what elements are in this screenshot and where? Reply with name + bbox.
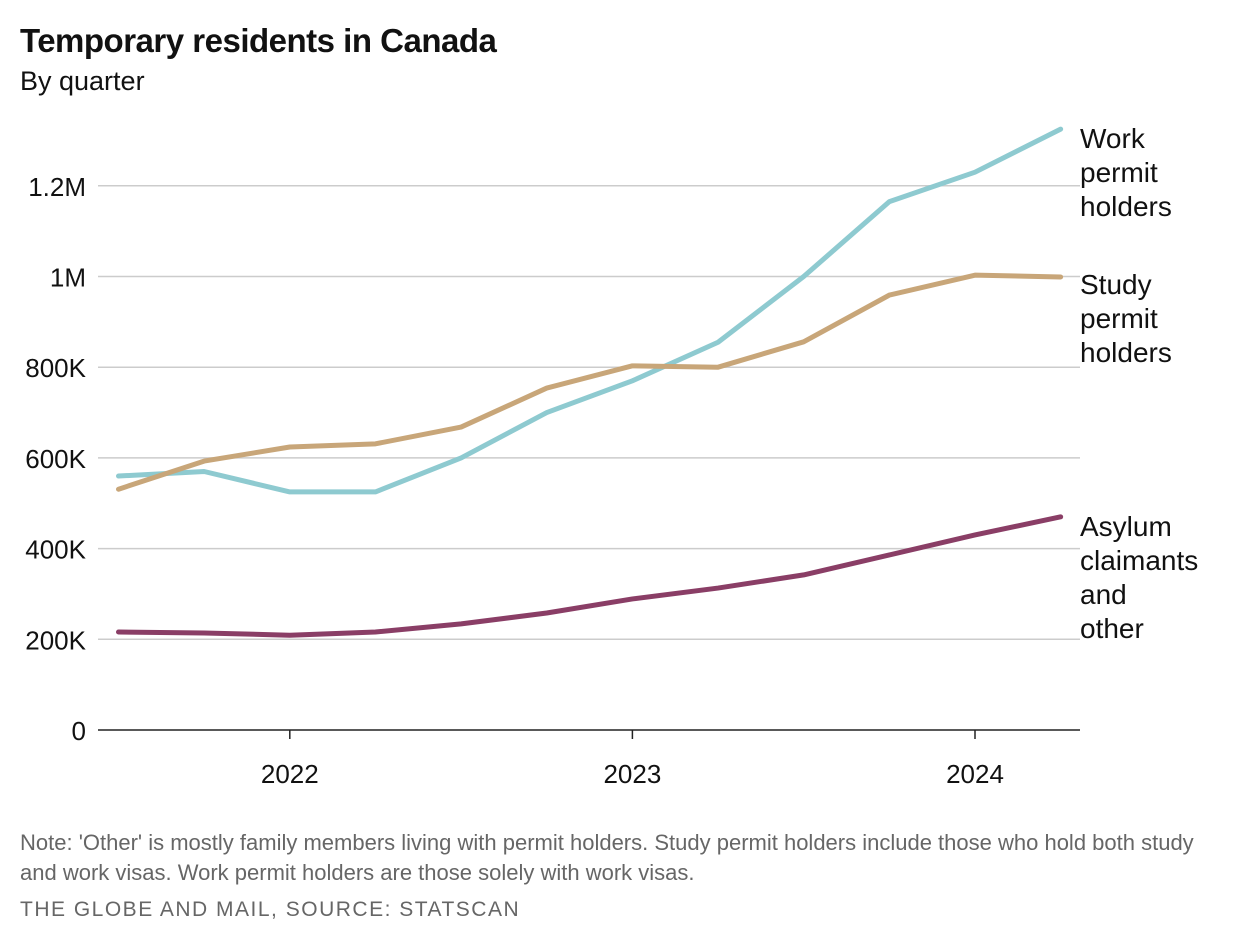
- y-tick-label: 1M: [50, 263, 86, 293]
- chart-source: THE GLOBE AND MAIL, SOURCE: STATSCAN: [20, 898, 521, 921]
- series-label: and: [1080, 579, 1127, 610]
- x-tick-label: 2024: [946, 759, 1004, 789]
- y-tick-label: 1.2M: [28, 172, 86, 202]
- series-line-0: [116, 126, 1064, 495]
- chart-title: Temporary residents in Canada: [20, 22, 497, 59]
- series-label: other: [1080, 613, 1144, 644]
- y-tick-label: 400K: [25, 535, 86, 565]
- y-tick-label: 600K: [25, 444, 86, 474]
- series-line-2: [116, 514, 1064, 638]
- y-tick-label: 800K: [25, 353, 86, 383]
- series-label: Study: [1080, 269, 1152, 300]
- series-label: claimants: [1080, 545, 1198, 576]
- series-label: holders: [1080, 191, 1172, 222]
- y-tick-label: 0: [72, 716, 86, 746]
- x-tick-label: 2023: [603, 759, 661, 789]
- series-label: permit: [1080, 303, 1158, 334]
- series-label: permit: [1080, 157, 1158, 188]
- y-tick-label: 200K: [25, 625, 86, 655]
- chart-note: Note: 'Other' is mostly family members l…: [20, 830, 1194, 885]
- series-label: Work: [1080, 123, 1146, 154]
- series-line-1: [116, 272, 1064, 492]
- series-label: Asylum: [1080, 511, 1172, 542]
- series-label: holders: [1080, 337, 1172, 368]
- x-tick-label: 2022: [261, 759, 319, 789]
- chart-subtitle: By quarter: [20, 66, 145, 96]
